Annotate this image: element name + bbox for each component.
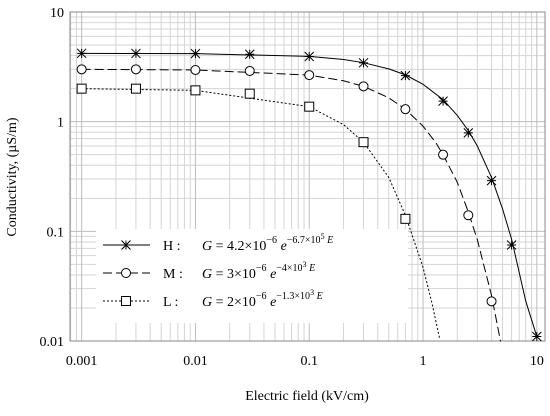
equation-part: G [202, 239, 212, 254]
equation-part: E [307, 263, 316, 274]
marker [130, 64, 141, 75]
equation-part: e [277, 239, 287, 254]
x-tick-label: 0.1 [300, 354, 318, 369]
marker [190, 48, 201, 59]
marker [76, 64, 87, 75]
equation-part: −6 [256, 263, 267, 274]
equation-part: E [314, 291, 323, 302]
marker [244, 88, 255, 99]
y-tick-label: 0.01 [40, 335, 65, 350]
y-tick-label: 1 [57, 116, 64, 131]
marker [304, 51, 315, 62]
fit-curve [81, 88, 441, 339]
marker [438, 149, 449, 160]
equation-part: −6 [256, 291, 267, 302]
marker [190, 85, 201, 96]
equation-part: 3 [310, 288, 314, 297]
marker [531, 331, 542, 342]
plot-frame [69, 11, 546, 342]
marker [486, 175, 497, 186]
x-tick-label: 0.01 [183, 354, 208, 369]
marker [121, 240, 131, 250]
marker [304, 101, 315, 112]
equation-part: G [202, 267, 212, 282]
equation-part: e [267, 295, 277, 310]
y-axis-label: Conductivity, (µS/m) [5, 117, 20, 236]
y-tick-label: 10 [50, 6, 64, 21]
marker [486, 296, 497, 307]
legend-label: L : [163, 295, 178, 310]
marker [121, 296, 131, 306]
legend-equation: G = 4.2×10−6 e−6.7×105 E [202, 232, 333, 254]
x-tick-label: 10 [530, 354, 544, 369]
y-tick-label: 0.1 [47, 225, 65, 240]
fit-curve [81, 68, 502, 342]
equation-part: −6.7×10 [287, 235, 321, 246]
marker [438, 96, 448, 106]
equation-part: = 3×10 [212, 267, 256, 282]
equation-part: e [267, 267, 277, 282]
marker [463, 128, 474, 138]
marker [463, 210, 474, 221]
equation-part: −4×10 [276, 263, 302, 274]
legend: H :G = 4.2×10−6 e−6.7×105 EM :G = 3×10−6… [96, 229, 408, 323]
x-axis-label: Electric field (kV/cm) [245, 389, 369, 404]
marker [506, 240, 517, 250]
x-tick-label: 0.001 [66, 354, 98, 369]
legend-label: M : [163, 267, 183, 282]
x-tick-label: 1 [420, 354, 427, 369]
marker [190, 64, 201, 75]
legend-equation: G = 3×10−6 e−4×103 E [202, 260, 315, 282]
equation-part: E [325, 235, 334, 246]
legend-equation: G = 2×10−6 e−1.3×103 E [202, 288, 323, 310]
equation-part: 5 [321, 232, 325, 241]
marker [244, 65, 255, 76]
marker [358, 137, 369, 148]
marker [244, 49, 255, 60]
marker [400, 104, 411, 115]
legend-label: H : [163, 239, 181, 254]
marker [131, 48, 141, 59]
equation-part: −1.3×10 [276, 291, 310, 302]
marker [358, 81, 369, 92]
marker [130, 83, 141, 94]
equation-part: −6 [266, 235, 277, 246]
equation-part: 3 [303, 260, 307, 269]
marker [76, 83, 87, 94]
equation-part: G [202, 295, 212, 310]
marker [400, 70, 411, 81]
marker [76, 48, 87, 59]
marker [358, 57, 369, 68]
equation-part: = 2×10 [212, 295, 256, 310]
marker [400, 213, 411, 224]
marker [121, 268, 131, 278]
equation-part: = 4.2×10 [212, 239, 266, 254]
marker [304, 70, 315, 81]
